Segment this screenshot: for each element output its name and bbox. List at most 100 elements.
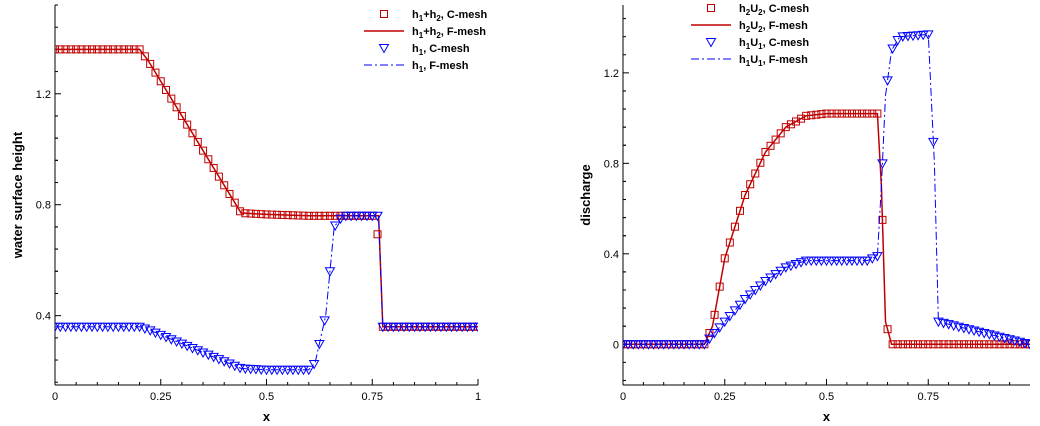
data-point bbox=[761, 148, 770, 157]
data-point bbox=[744, 290, 756, 301]
data-point bbox=[340, 211, 352, 222]
legend-subscript: 1 bbox=[758, 42, 763, 51]
data-point bbox=[298, 365, 309, 376]
data-point bbox=[922, 30, 934, 40]
legend-text: h bbox=[412, 26, 419, 38]
data-point bbox=[287, 365, 299, 376]
data-point bbox=[775, 266, 787, 277]
y-tick-label: 0.8 bbox=[36, 200, 51, 212]
data-point bbox=[1024, 340, 1030, 350]
data-point bbox=[714, 323, 726, 333]
data-point bbox=[193, 137, 202, 146]
data-point bbox=[255, 365, 267, 375]
legend-label: h1, F-mesh bbox=[412, 60, 469, 74]
legend-text: , F-mesh bbox=[763, 20, 809, 32]
data-point bbox=[756, 158, 765, 167]
data-point bbox=[790, 259, 802, 270]
legend-label: h1U1, C-mesh bbox=[739, 37, 809, 51]
data-point bbox=[146, 59, 155, 68]
data-point bbox=[805, 256, 817, 267]
data-point bbox=[749, 286, 761, 296]
data-point bbox=[739, 295, 751, 305]
legend-subscript: 1 bbox=[746, 42, 751, 51]
legend-subscript: 1 bbox=[419, 14, 424, 23]
series-markers-s1 bbox=[623, 109, 1030, 349]
data-point bbox=[271, 365, 283, 376]
data-point bbox=[741, 191, 750, 199]
legend-text: , F-mesh bbox=[441, 26, 487, 38]
data-point bbox=[751, 169, 760, 178]
data-point bbox=[766, 141, 775, 150]
data-point bbox=[877, 159, 888, 169]
legend-text: h bbox=[412, 60, 419, 72]
data-point bbox=[770, 270, 781, 280]
data-point bbox=[204, 155, 213, 164]
legend-symbol bbox=[705, 38, 717, 48]
x-tick-label: 1 bbox=[475, 391, 481, 403]
data-point bbox=[791, 117, 800, 126]
data-point bbox=[734, 300, 746, 311]
legend-subscript: 1 bbox=[419, 31, 424, 40]
data-point bbox=[177, 111, 186, 120]
legend-text: h bbox=[739, 37, 746, 49]
data-point bbox=[719, 317, 731, 328]
legend-subscript: 2 bbox=[746, 8, 751, 17]
legend-label: h1U1, F-mesh bbox=[739, 54, 808, 68]
data-point bbox=[730, 222, 739, 231]
data-point bbox=[760, 276, 771, 287]
data-point bbox=[140, 52, 149, 61]
data-point bbox=[699, 340, 710, 350]
plot-area bbox=[623, 30, 1030, 350]
data-point bbox=[209, 163, 218, 172]
x-tick-label: 0.5 bbox=[259, 391, 274, 403]
legend-symbol bbox=[380, 10, 388, 18]
data-point bbox=[797, 114, 806, 123]
data-point bbox=[725, 238, 734, 247]
data-point bbox=[786, 120, 795, 129]
data-point bbox=[892, 36, 904, 46]
legend-text: +h bbox=[423, 9, 436, 21]
data-point bbox=[907, 31, 919, 42]
data-point bbox=[282, 365, 294, 376]
data-point bbox=[324, 267, 336, 277]
series-markers-s1 bbox=[55, 45, 478, 331]
data-point bbox=[897, 32, 909, 42]
data-point bbox=[188, 129, 197, 138]
legend-text: , F-mesh bbox=[763, 54, 809, 66]
legend-label: h1, C-mesh bbox=[412, 43, 470, 57]
legend-subscript: 1 bbox=[746, 59, 751, 68]
legend-text: , C-mesh bbox=[763, 3, 810, 15]
data-point bbox=[795, 258, 807, 268]
legend-text: , C-mesh bbox=[423, 43, 470, 55]
legend-text: U bbox=[750, 54, 758, 66]
legend-subscript: 2 bbox=[436, 31, 441, 40]
legend-label: h2U2, C-mesh bbox=[739, 3, 809, 17]
series-line-s2 bbox=[55, 48, 478, 328]
series-line-s4 bbox=[55, 215, 478, 371]
data-point bbox=[693, 340, 705, 350]
data-point bbox=[277, 365, 288, 376]
data-point bbox=[883, 325, 892, 334]
x-tick-label: 0.25 bbox=[714, 391, 735, 403]
legend-subscript: 2 bbox=[758, 8, 763, 17]
legend-subscript: 1 bbox=[419, 65, 424, 74]
data-point bbox=[821, 256, 832, 267]
legend-text: h bbox=[412, 9, 419, 21]
data-point bbox=[361, 211, 373, 222]
data-point bbox=[709, 328, 720, 339]
data-point bbox=[729, 306, 741, 316]
x-tick-label: 0.25 bbox=[150, 391, 171, 403]
data-point bbox=[167, 94, 176, 103]
data-point bbox=[771, 135, 780, 144]
data-point bbox=[836, 256, 848, 267]
data-point bbox=[183, 120, 192, 129]
legend-text: U bbox=[750, 37, 758, 49]
legend-label: h1+h2, F-mesh bbox=[412, 26, 486, 40]
legend-symbol bbox=[707, 4, 715, 12]
data-point bbox=[199, 146, 208, 155]
legend-subscript: 2 bbox=[758, 25, 763, 34]
x-axis-label: x bbox=[263, 409, 271, 424]
legend-text: h bbox=[739, 3, 746, 15]
